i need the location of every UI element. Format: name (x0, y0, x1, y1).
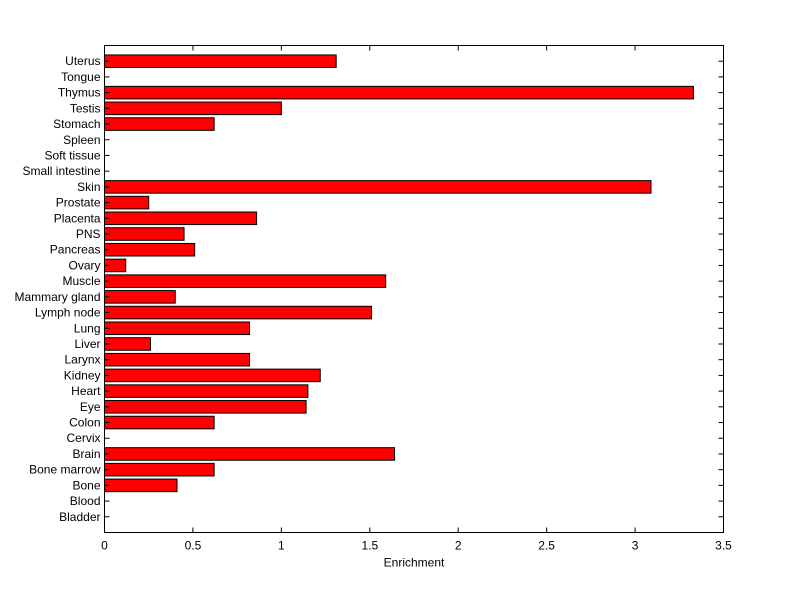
bar-brain (104, 447, 396, 461)
bar-stomach (104, 117, 215, 131)
x-tick-label: 2.5 (538, 539, 555, 553)
y-tick-label: Kidney (64, 368, 101, 382)
y-tick-label: Testis (70, 101, 101, 115)
y-tick-label: Cervix (66, 431, 100, 445)
y-tick-label: PNS (76, 227, 101, 241)
bar-lung (104, 321, 251, 336)
y-tick-label: Soft tissue (44, 148, 100, 162)
y-tick-label: Uterus (65, 54, 100, 68)
y-tick-label: Lung (74, 321, 101, 335)
y-tick-label: Thymus (58, 86, 101, 100)
y-tick-label: Skin (77, 180, 100, 194)
bar-prostate (104, 195, 150, 210)
y-tick-label: Bladder (59, 510, 100, 524)
x-tick-label: 3.5 (715, 539, 732, 553)
y-tick-label: Eye (80, 400, 101, 414)
bar-uterus (104, 54, 337, 68)
y-tick-label: Liver (74, 337, 100, 351)
x-tick-label: 2 (455, 539, 462, 553)
y-tick-label: Muscle (62, 274, 100, 288)
ticks-layer (104, 45, 724, 533)
x-tick-label: 1 (278, 539, 285, 553)
bar-larynx (104, 352, 251, 367)
y-tick-label: Blood (70, 494, 101, 508)
bar-bone (104, 478, 178, 493)
bar-muscle (104, 274, 387, 288)
x-tick-label: 0 (101, 539, 108, 553)
x-tick-label: 0.5 (185, 539, 202, 553)
y-tick-label: Colon (69, 416, 100, 430)
x-tick-label: 1.5 (361, 539, 378, 553)
axes-box (104, 45, 724, 533)
y-tick-label: Pancreas (50, 243, 101, 257)
y-tick-label: Larynx (64, 353, 100, 367)
bar-thymus (104, 85, 694, 100)
y-tick-label: Brain (72, 447, 100, 461)
bar-pancreas (104, 242, 196, 257)
y-tick-label: Prostate (56, 196, 101, 210)
y-tick-label: Tongue (61, 70, 101, 84)
y-tick-label: Mammary gland (14, 290, 100, 304)
bar-kidney (104, 368, 321, 383)
y-tick-label: Placenta (54, 211, 101, 225)
y-tick-label: Lymph node (35, 306, 101, 320)
bar-testis (104, 101, 282, 116)
bar-mammary-gland (104, 290, 176, 304)
bar-bone-marrow (104, 462, 215, 477)
y-tick-label: Bone marrow (29, 463, 101, 477)
y-tick-label: Stomach (53, 117, 100, 131)
bars-layer (104, 54, 694, 493)
x-axis-title: Enrichment (384, 556, 445, 570)
bar-lymph-node (104, 305, 373, 320)
bar-eye (104, 400, 307, 414)
bar-pns (104, 227, 185, 241)
bar-liver (104, 337, 151, 351)
bar-colon (104, 415, 215, 430)
y-tick-label: Heart (71, 384, 101, 398)
y-tick-label: Ovary (68, 258, 100, 272)
bar-heart (104, 384, 309, 398)
bar-skin (104, 180, 652, 194)
bar-placenta (104, 211, 258, 226)
x-tick-label: 3 (632, 539, 639, 553)
y-tick-label: Bone (72, 478, 100, 492)
y-tick-label: Spleen (63, 133, 100, 147)
y-tick-label: Small intestine (22, 164, 100, 178)
